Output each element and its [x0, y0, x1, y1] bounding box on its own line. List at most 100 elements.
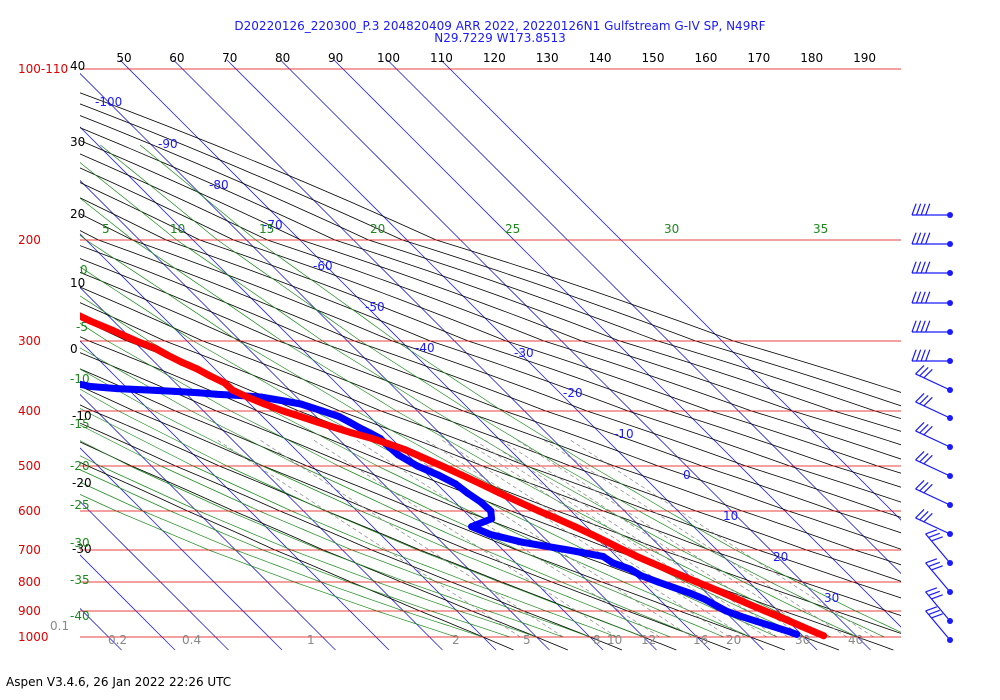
temperature-point: [571, 523, 579, 531]
dewpoint-point: [786, 628, 794, 636]
moist-adiabat-line: [80, 481, 484, 638]
wind-barb-staff: [925, 562, 951, 593]
top-tick-label: 160: [694, 51, 717, 65]
temperature-point: [477, 480, 485, 488]
wind-barb-staff: [925, 533, 951, 564]
moist-adiabat-label: 30: [664, 222, 679, 236]
temperature-point: [820, 632, 828, 640]
wind-barb-dot: [947, 300, 953, 306]
left-tick-label: 30: [70, 135, 85, 149]
dewpoint-point: [345, 418, 353, 426]
dewpoint-point: [518, 538, 526, 546]
isotherm-label: -40: [415, 341, 435, 355]
wind-barb-staff: [915, 430, 951, 448]
moist-adiabat-line: [80, 494, 457, 638]
left-tick-label: -30: [72, 542, 92, 556]
wind-barb-feather: [915, 320, 922, 333]
top-tick-label: 60: [169, 51, 184, 65]
temperature-point: [721, 590, 729, 598]
dry-adiabat-line: [80, 422, 623, 651]
dewpoint-point: [488, 515, 496, 523]
wind-barb-feather: [919, 481, 929, 492]
dewpoint-point: [452, 480, 460, 488]
dewpoint-point: [413, 462, 421, 470]
mixing-ratio-label: 2: [452, 633, 460, 647]
wind-barb-feather: [923, 512, 933, 523]
pressure-label: 300: [18, 334, 41, 348]
temperature-point: [385, 440, 393, 448]
pressure-label: 1000: [18, 630, 49, 644]
temperature-point: [279, 407, 287, 415]
isotherm-label: -20: [563, 386, 583, 400]
dewpoint-point: [43, 366, 50, 373]
temperature-point: [707, 584, 715, 592]
wind-barb-staff: [915, 373, 951, 391]
temperature-point: [786, 617, 794, 625]
temperature-point: [401, 446, 409, 453]
temperature-profile: [80, 312, 828, 640]
wind-barb-dot: [947, 531, 953, 537]
wind-barb-feather: [919, 366, 929, 377]
moist-adiabat-line: [80, 407, 617, 638]
isotherm-label: -90: [158, 137, 178, 151]
wind-barb-feather: [928, 532, 940, 538]
wind-barb-feather: [931, 565, 943, 571]
left-tick-label: -10: [72, 409, 92, 423]
temperature-point: [221, 379, 229, 387]
dry-adiabat-line: [80, 127, 901, 432]
wind-barb-feather: [925, 558, 938, 564]
wind-barb-feather: [915, 232, 922, 245]
wind-barb-feather: [925, 587, 938, 593]
temperature-point: [678, 572, 686, 580]
temperature-point: [348, 429, 356, 437]
isotherm-label: -70: [263, 218, 283, 232]
left-tick-label: 40: [70, 59, 85, 73]
pressure-label: 700: [18, 543, 41, 557]
temperature-point: [774, 612, 782, 620]
wind-barb-dot: [947, 358, 953, 364]
wind-barb-staff: [915, 517, 951, 535]
top-tick-label: 120: [483, 51, 506, 65]
dewpoint-point: [49, 359, 56, 366]
left-tick-label: 10: [70, 276, 85, 290]
dry-adiabat-line: [80, 302, 901, 616]
wind-barb-dot: [947, 502, 953, 508]
wind-barb-feather: [931, 613, 943, 619]
wind-barb-feather: [923, 396, 933, 407]
chart-title: D20220126_220300_P.3 204820409 ARR 2022,…: [234, 19, 766, 33]
wind-barb-dot: [947, 329, 953, 335]
dewpoint-point: [45, 352, 52, 359]
wind-barb-feather: [911, 261, 917, 274]
isotherm-label: -30: [514, 346, 534, 360]
dewpoint-point: [609, 559, 617, 567]
wind-barb-staff: [915, 401, 951, 419]
temperature-point: [553, 515, 561, 523]
temperature-point: [206, 372, 214, 380]
wind-barb-feather: [915, 480, 925, 490]
dewpoint-profile: [43, 352, 801, 638]
footer-text: Aspen V3.4.6, 26 Jan 2022 22:26 UTC: [6, 675, 232, 689]
wind-barb-feather: [919, 452, 929, 463]
moist-adiabat-line: [80, 197, 831, 638]
wind-barb-dot: [947, 212, 953, 218]
moist-adiabat-line: [139, 144, 901, 633]
dry-adiabat-line: [80, 258, 901, 566]
dry-adiabat-line: [80, 368, 785, 651]
wind-barb-feather: [928, 561, 940, 567]
isotherm-label: -10: [614, 427, 634, 441]
dewpoint-point: [113, 385, 121, 393]
dry-adiabat-label: -15: [70, 417, 90, 431]
wind-barb-feather: [925, 291, 931, 304]
top-tick-label: 70: [222, 51, 237, 65]
dry-adiabat-line: [80, 336, 894, 651]
temperature-point: [747, 601, 755, 609]
wind-barb-feather: [928, 609, 940, 615]
temperature-point: [331, 424, 338, 431]
wind-barb-feather: [925, 261, 931, 274]
dewpoint-point: [712, 601, 719, 609]
isotherm-line: [440, 60, 901, 521]
moist-adiabat-line: [80, 424, 591, 638]
left-tick-label: -20: [72, 476, 92, 490]
dewpoint-point: [701, 595, 709, 603]
dewpoint-point: [195, 389, 203, 397]
